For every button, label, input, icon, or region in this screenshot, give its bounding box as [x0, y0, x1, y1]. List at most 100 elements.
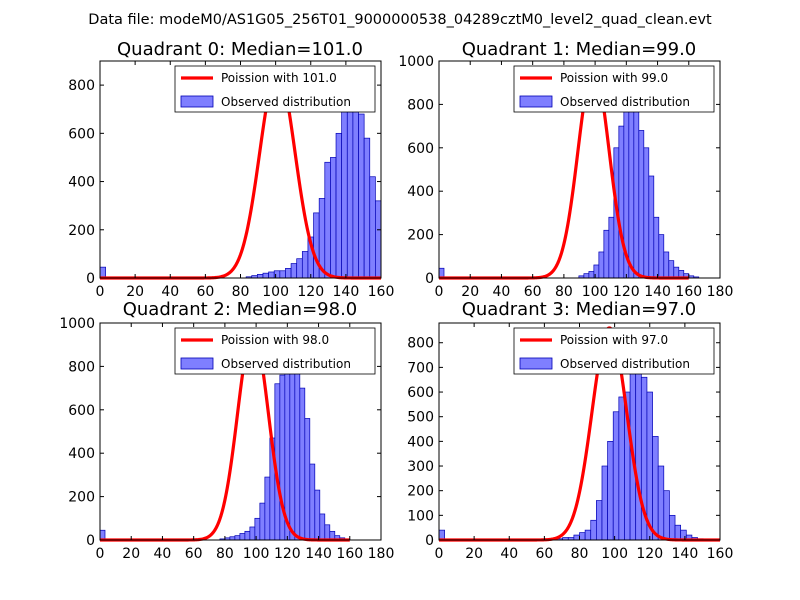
- histogram-bar: [638, 130, 645, 279]
- histogram-bar: [313, 212, 320, 279]
- legend-label-poisson: Poission with 99.0: [560, 71, 668, 85]
- x-tick-label: 80: [555, 284, 573, 300]
- y-tick-label: 0: [425, 533, 434, 549]
- x-tick-label: 140: [672, 546, 699, 562]
- x-tick-label: 100: [243, 546, 270, 562]
- legend-label-observed: Observed distribution: [560, 95, 690, 109]
- x-tick-label: 160: [675, 284, 702, 300]
- histogram-bar: [309, 463, 316, 541]
- y-tick-label: 600: [407, 141, 434, 157]
- legend-label-observed: Observed distribution: [560, 357, 690, 371]
- y-tick-label: 300: [407, 459, 434, 475]
- legend-patch-observed: [180, 357, 214, 370]
- y-tick-label: 600: [407, 385, 434, 401]
- histogram-bar: [358, 113, 365, 279]
- x-tick-label: 140: [333, 284, 360, 300]
- histogram-bar: [268, 271, 275, 279]
- x-tick-label: 80: [571, 546, 589, 562]
- x-tick-label: 120: [613, 284, 640, 300]
- y-tick-label: 200: [68, 490, 95, 506]
- histogram-bar: [352, 104, 359, 279]
- x-tick-label: 160: [336, 546, 363, 562]
- legend-label-observed: Observed distribution: [221, 357, 351, 371]
- legend-label-observed: Observed distribution: [221, 95, 351, 109]
- histogram-bar: [643, 147, 650, 279]
- panel-title: Quadrant 2: Median=98.0: [123, 299, 358, 320]
- histogram-bar: [618, 125, 625, 279]
- panel-title: Quadrant 0: Median=101.0: [117, 39, 363, 60]
- y-tick-label: 100: [407, 508, 434, 524]
- panel-title: Quadrant 1: Median=99.0: [462, 39, 697, 60]
- y-tick-label: 1000: [59, 316, 95, 332]
- histogram-bar: [289, 348, 296, 541]
- x-tick-label: 100: [582, 284, 609, 300]
- x-tick-label: 120: [636, 546, 663, 562]
- legend-label-poisson: Poission with 101.0: [221, 71, 337, 85]
- histogram-bar: [324, 161, 331, 279]
- histogram-bar: [314, 489, 321, 541]
- histogram-bar: [239, 533, 246, 541]
- histogram-bar: [635, 352, 642, 541]
- histogram-bar: [294, 370, 301, 541]
- histogram-bar: [273, 270, 281, 279]
- histogram-bar: [653, 216, 660, 279]
- histogram-bar: [658, 234, 665, 279]
- histogram-bar: [330, 157, 337, 279]
- x-tick-label: 20: [465, 546, 483, 562]
- plot-area: [438, 65, 700, 280]
- y-tick-label: 400: [68, 175, 95, 191]
- histogram-bar: [596, 500, 603, 541]
- x-tick-label: 20: [122, 546, 140, 562]
- x-tick-label: 100: [601, 546, 628, 562]
- x-tick-label: 20: [461, 284, 479, 300]
- histogram-bar: [262, 272, 269, 279]
- y-tick-label: 200: [407, 228, 434, 244]
- plot-area: [99, 69, 382, 280]
- histogram-bar: [603, 229, 610, 279]
- legend-label-poisson: Poission with 98.0: [221, 333, 329, 347]
- histogram-bar: [618, 396, 625, 541]
- histogram-bar: [296, 258, 303, 279]
- legend: [513, 327, 715, 375]
- histogram-bar: [608, 216, 615, 279]
- histogram-bar: [304, 418, 311, 541]
- histogram-bar: [652, 436, 659, 541]
- x-tick-label: 120: [297, 284, 324, 300]
- histogram-bar: [579, 532, 586, 541]
- y-tick-label: 800: [68, 359, 95, 375]
- histogram-bar: [234, 535, 241, 541]
- histogram-bar: [301, 251, 309, 279]
- y-tick-label: 800: [407, 97, 434, 113]
- histogram-bar: [279, 270, 286, 279]
- y-tick-label: 200: [407, 484, 434, 500]
- y-tick-label: 1000: [398, 54, 434, 70]
- axes-frame: [99, 322, 382, 541]
- histogram-bar: [264, 476, 271, 541]
- x-tick-label: 140: [305, 546, 332, 562]
- histogram-bar: [363, 137, 371, 279]
- x-tick-label: 40: [500, 546, 518, 562]
- histogram-bar: [244, 530, 251, 541]
- x-tick-label: 40: [154, 546, 172, 562]
- x-tick-label: 180: [368, 546, 395, 562]
- histogram-bar: [588, 271, 595, 279]
- histogram-bar: [319, 513, 326, 541]
- panel-quadrant-0: Quadrant 0: Median=101.0 Poission with 1…: [68, 39, 394, 300]
- histogram-bar: [290, 263, 298, 279]
- histogram-bar: [285, 268, 292, 279]
- histogram-bar: [573, 534, 580, 541]
- x-tick-label: 40: [161, 284, 179, 300]
- x-tick-label: 0: [96, 284, 105, 300]
- y-tick-label: 600: [68, 126, 95, 142]
- x-tick-label: 0: [96, 546, 105, 562]
- x-tick-label: 100: [262, 284, 289, 300]
- x-tick-label: 0: [435, 546, 444, 562]
- histogram-bar: [663, 251, 670, 279]
- histogram-bar: [99, 266, 106, 279]
- histogram-bar: [674, 524, 682, 541]
- histogram-bar: [601, 465, 608, 541]
- panel-quadrant-3: Quadrant 3: Median=97.0 Poission with 97…: [407, 299, 733, 562]
- histogram-bar: [259, 502, 266, 541]
- histogram-bar: [369, 176, 376, 279]
- histogram-bar: [598, 251, 605, 279]
